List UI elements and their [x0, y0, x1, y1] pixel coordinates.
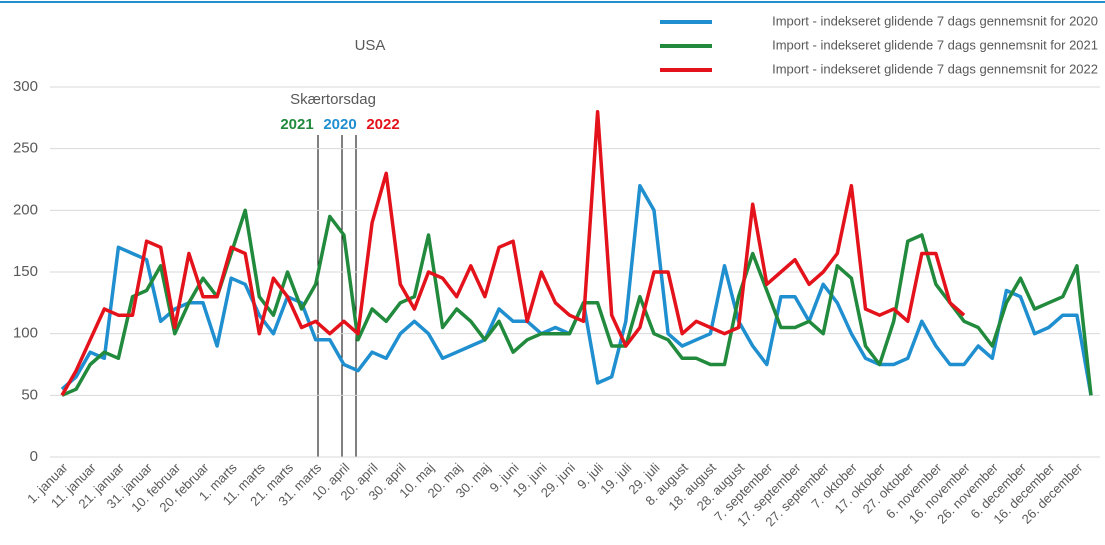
legend-label: Import - indekseret glidende 7 dags genn… — [772, 61, 1098, 76]
annotation-label: 2020 — [323, 116, 356, 133]
y-tick-label: 200 — [13, 201, 38, 218]
y-tick-label: 250 — [13, 140, 38, 157]
series-line — [60, 109, 966, 397]
y-tick-label: 150 — [13, 263, 38, 280]
chart-title: USA — [355, 37, 386, 54]
annotation-title: Skærtorsdag — [290, 91, 376, 108]
legend-label: Import - indekseret glidende 7 dags genn… — [772, 13, 1098, 28]
y-tick-label: 100 — [13, 325, 38, 342]
y-tick-label: 0 — [30, 448, 38, 465]
x-tick-label: 19. juli — [597, 460, 634, 497]
legend-label: Import - indekseret glidende 7 dags genn… — [772, 37, 1098, 52]
series-line — [60, 183, 1093, 396]
y-tick-label: 300 — [13, 78, 38, 95]
y-tick-label: 50 — [21, 386, 38, 403]
series-line — [61, 208, 1093, 397]
annotation-label: 2021 — [280, 116, 313, 133]
annotation-label: 2022 — [366, 116, 399, 133]
